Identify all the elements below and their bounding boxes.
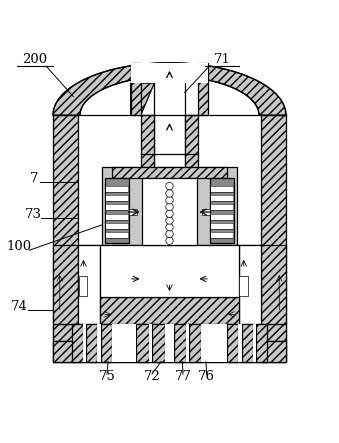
Polygon shape	[261, 115, 286, 361]
Polygon shape	[239, 276, 248, 296]
Text: 77: 77	[175, 369, 192, 382]
Polygon shape	[186, 324, 189, 361]
Polygon shape	[165, 324, 174, 361]
Polygon shape	[86, 324, 97, 361]
Polygon shape	[100, 245, 239, 297]
Text: 75: 75	[99, 369, 116, 382]
Text: 72: 72	[143, 369, 160, 382]
Polygon shape	[100, 297, 239, 324]
Polygon shape	[256, 324, 267, 361]
Polygon shape	[142, 178, 197, 245]
Circle shape	[166, 190, 173, 197]
Polygon shape	[211, 214, 233, 220]
Polygon shape	[253, 324, 256, 361]
Polygon shape	[148, 324, 152, 361]
Polygon shape	[80, 76, 259, 115]
Text: 7: 7	[29, 171, 38, 185]
Polygon shape	[106, 186, 128, 192]
Polygon shape	[141, 115, 154, 201]
Polygon shape	[152, 324, 165, 361]
Polygon shape	[185, 115, 198, 201]
Circle shape	[166, 210, 173, 218]
Polygon shape	[198, 63, 208, 115]
Text: 74: 74	[11, 300, 28, 313]
Polygon shape	[242, 324, 253, 361]
Polygon shape	[238, 324, 242, 361]
Polygon shape	[112, 167, 227, 178]
Polygon shape	[53, 115, 78, 361]
Polygon shape	[53, 63, 286, 115]
Text: 76: 76	[198, 369, 215, 382]
Circle shape	[166, 197, 173, 204]
Polygon shape	[53, 115, 286, 361]
Polygon shape	[106, 223, 128, 229]
Polygon shape	[97, 324, 101, 361]
Polygon shape	[189, 324, 201, 361]
Polygon shape	[131, 83, 154, 115]
Polygon shape	[174, 324, 186, 361]
Polygon shape	[112, 324, 136, 361]
Text: 71: 71	[213, 54, 230, 66]
Polygon shape	[106, 204, 128, 210]
Polygon shape	[211, 195, 233, 201]
Polygon shape	[210, 178, 234, 244]
Polygon shape	[261, 245, 286, 324]
Polygon shape	[211, 232, 233, 238]
Polygon shape	[131, 63, 141, 115]
Text: 73: 73	[25, 208, 42, 221]
Polygon shape	[202, 209, 210, 215]
Polygon shape	[79, 276, 87, 296]
Polygon shape	[106, 232, 128, 238]
Polygon shape	[227, 324, 238, 361]
Circle shape	[166, 203, 173, 211]
Polygon shape	[211, 186, 233, 192]
Polygon shape	[101, 324, 112, 361]
Circle shape	[166, 217, 173, 224]
Polygon shape	[78, 115, 131, 342]
Polygon shape	[83, 324, 86, 361]
Text: 100: 100	[7, 240, 32, 253]
Polygon shape	[106, 214, 128, 220]
Text: 200: 200	[22, 54, 47, 66]
Polygon shape	[136, 324, 148, 361]
Polygon shape	[211, 204, 233, 210]
Polygon shape	[208, 115, 261, 342]
Polygon shape	[78, 245, 261, 324]
Polygon shape	[72, 324, 83, 361]
Polygon shape	[102, 167, 237, 245]
Polygon shape	[129, 209, 137, 215]
Polygon shape	[211, 223, 233, 229]
Polygon shape	[106, 195, 128, 201]
Circle shape	[166, 224, 173, 231]
Polygon shape	[53, 245, 78, 324]
Polygon shape	[154, 63, 185, 201]
Polygon shape	[53, 342, 286, 361]
Polygon shape	[53, 342, 286, 361]
Circle shape	[166, 237, 173, 245]
Polygon shape	[53, 324, 286, 342]
Polygon shape	[201, 324, 227, 361]
Circle shape	[166, 183, 173, 190]
Polygon shape	[105, 178, 129, 244]
Polygon shape	[239, 245, 261, 324]
Circle shape	[166, 230, 173, 238]
Polygon shape	[78, 245, 100, 324]
Polygon shape	[131, 63, 208, 83]
